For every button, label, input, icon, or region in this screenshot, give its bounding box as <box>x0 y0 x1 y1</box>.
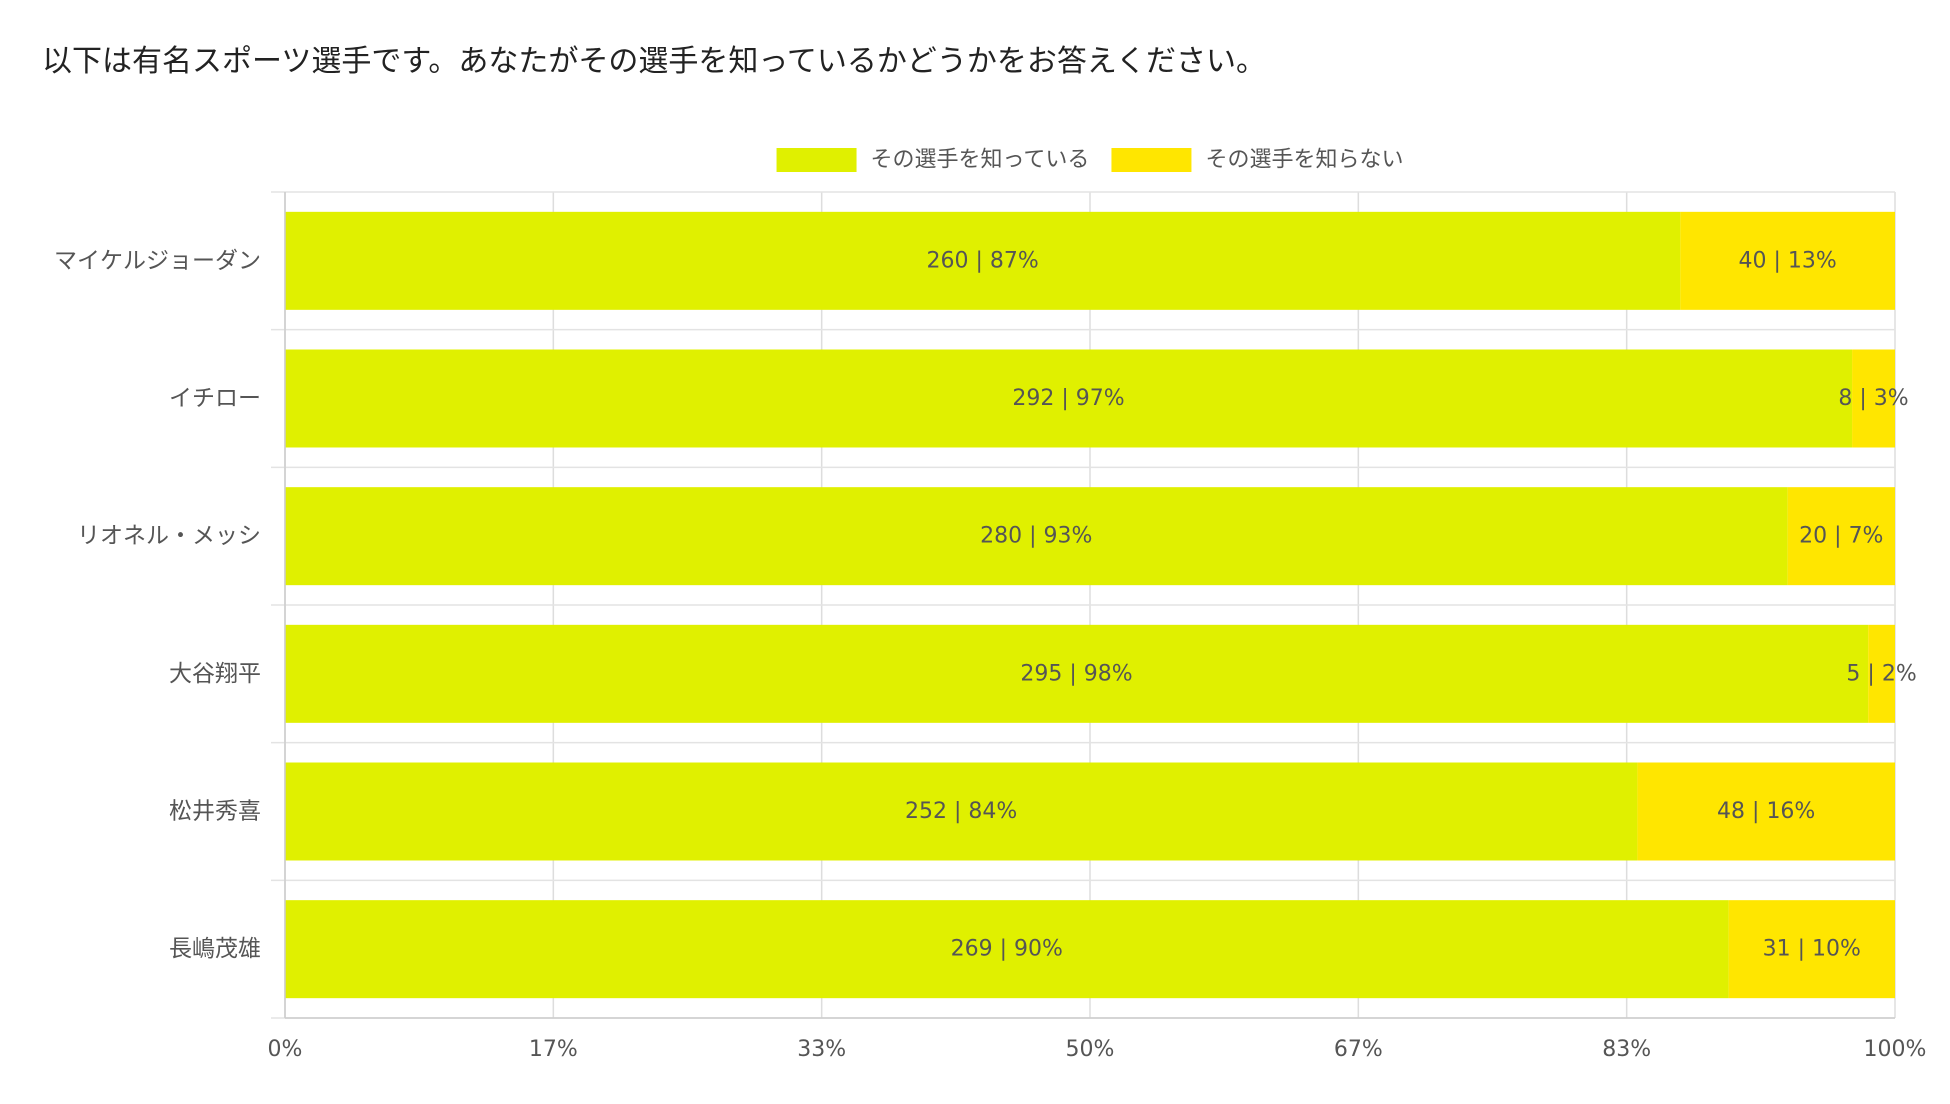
bar-segment-unknown <box>1728 900 1895 999</box>
category-label: 大谷翔平 <box>169 661 261 687</box>
legend-swatch <box>776 148 857 172</box>
bar-segment-known <box>285 211 1681 310</box>
bar-segment-unknown <box>1787 487 1895 586</box>
x-tick-label: 67% <box>1334 1037 1383 1062</box>
data-label: 8 | 3% <box>1838 386 1908 411</box>
data-label: 252 | 84% <box>905 799 1017 824</box>
x-tick-label: 0% <box>268 1037 303 1062</box>
legend: その選手を知っている その選手を知らない <box>776 148 1403 173</box>
legend-swatch <box>1111 148 1192 172</box>
bar-segment-known <box>285 900 1729 999</box>
legend-label: その選手を知らない <box>1205 148 1403 173</box>
bar-segment-known <box>285 624 1869 723</box>
category-label: 長嶋茂雄 <box>169 936 261 962</box>
bar-segment-known <box>285 762 1638 861</box>
data-label: 280 | 93% <box>980 524 1092 549</box>
data-label: 5 | 2% <box>1846 661 1916 686</box>
bar-segment-unknown <box>1852 349 1895 448</box>
x-tick-label: 17% <box>529 1037 578 1062</box>
bar-segment-unknown <box>1637 762 1895 861</box>
data-label: 48 | 16% <box>1717 799 1815 824</box>
category-label: 松井秀喜 <box>169 799 261 825</box>
data-label: 269 | 90% <box>951 937 1063 962</box>
legend-item[interactable]: その選手を知っている <box>776 148 1090 173</box>
data-label: 295 | 98% <box>1020 661 1132 686</box>
bar-segment-unknown <box>1868 624 1895 723</box>
bar-segment-known <box>285 487 1788 586</box>
x-tick-label: 83% <box>1602 1037 1651 1062</box>
grid-lines <box>271 191 1896 1019</box>
x-tick-label: 50% <box>1066 1037 1115 1062</box>
x-tick-label: 100% <box>1864 1037 1927 1062</box>
bars: 260 | 87% 40 | 13% 292 | 97% 8 | 3% 280 | 93… <box>285 211 1917 999</box>
data-label: 292 | 97% <box>1012 386 1124 411</box>
data-label: 20 | 7% <box>1799 524 1883 549</box>
data-label: 260 | 87% <box>927 248 1039 273</box>
data-label: 40 | 13% <box>1739 248 1837 273</box>
bar-segment-unknown <box>1680 211 1895 310</box>
category-label: リオネル・メッシ <box>77 523 261 549</box>
legend-item[interactable]: その選手を知らない <box>1111 148 1403 173</box>
x-axis: 0% 17% 33% 50% 67% 83% 100% <box>268 192 1927 1062</box>
bar-segment-known <box>285 349 1853 448</box>
x-tick-label: 33% <box>797 1037 846 1062</box>
data-label: 31 | 10% <box>1763 937 1861 962</box>
legend-label: その選手を知っている <box>871 148 1090 173</box>
category-label: イチロー <box>169 386 261 412</box>
question-title: 以下は有名スポーツ選手です。あなたがその選手を知っているかどうかをお答えください… <box>42 44 1266 79</box>
category-label: マイケルジョーダン <box>54 248 261 274</box>
